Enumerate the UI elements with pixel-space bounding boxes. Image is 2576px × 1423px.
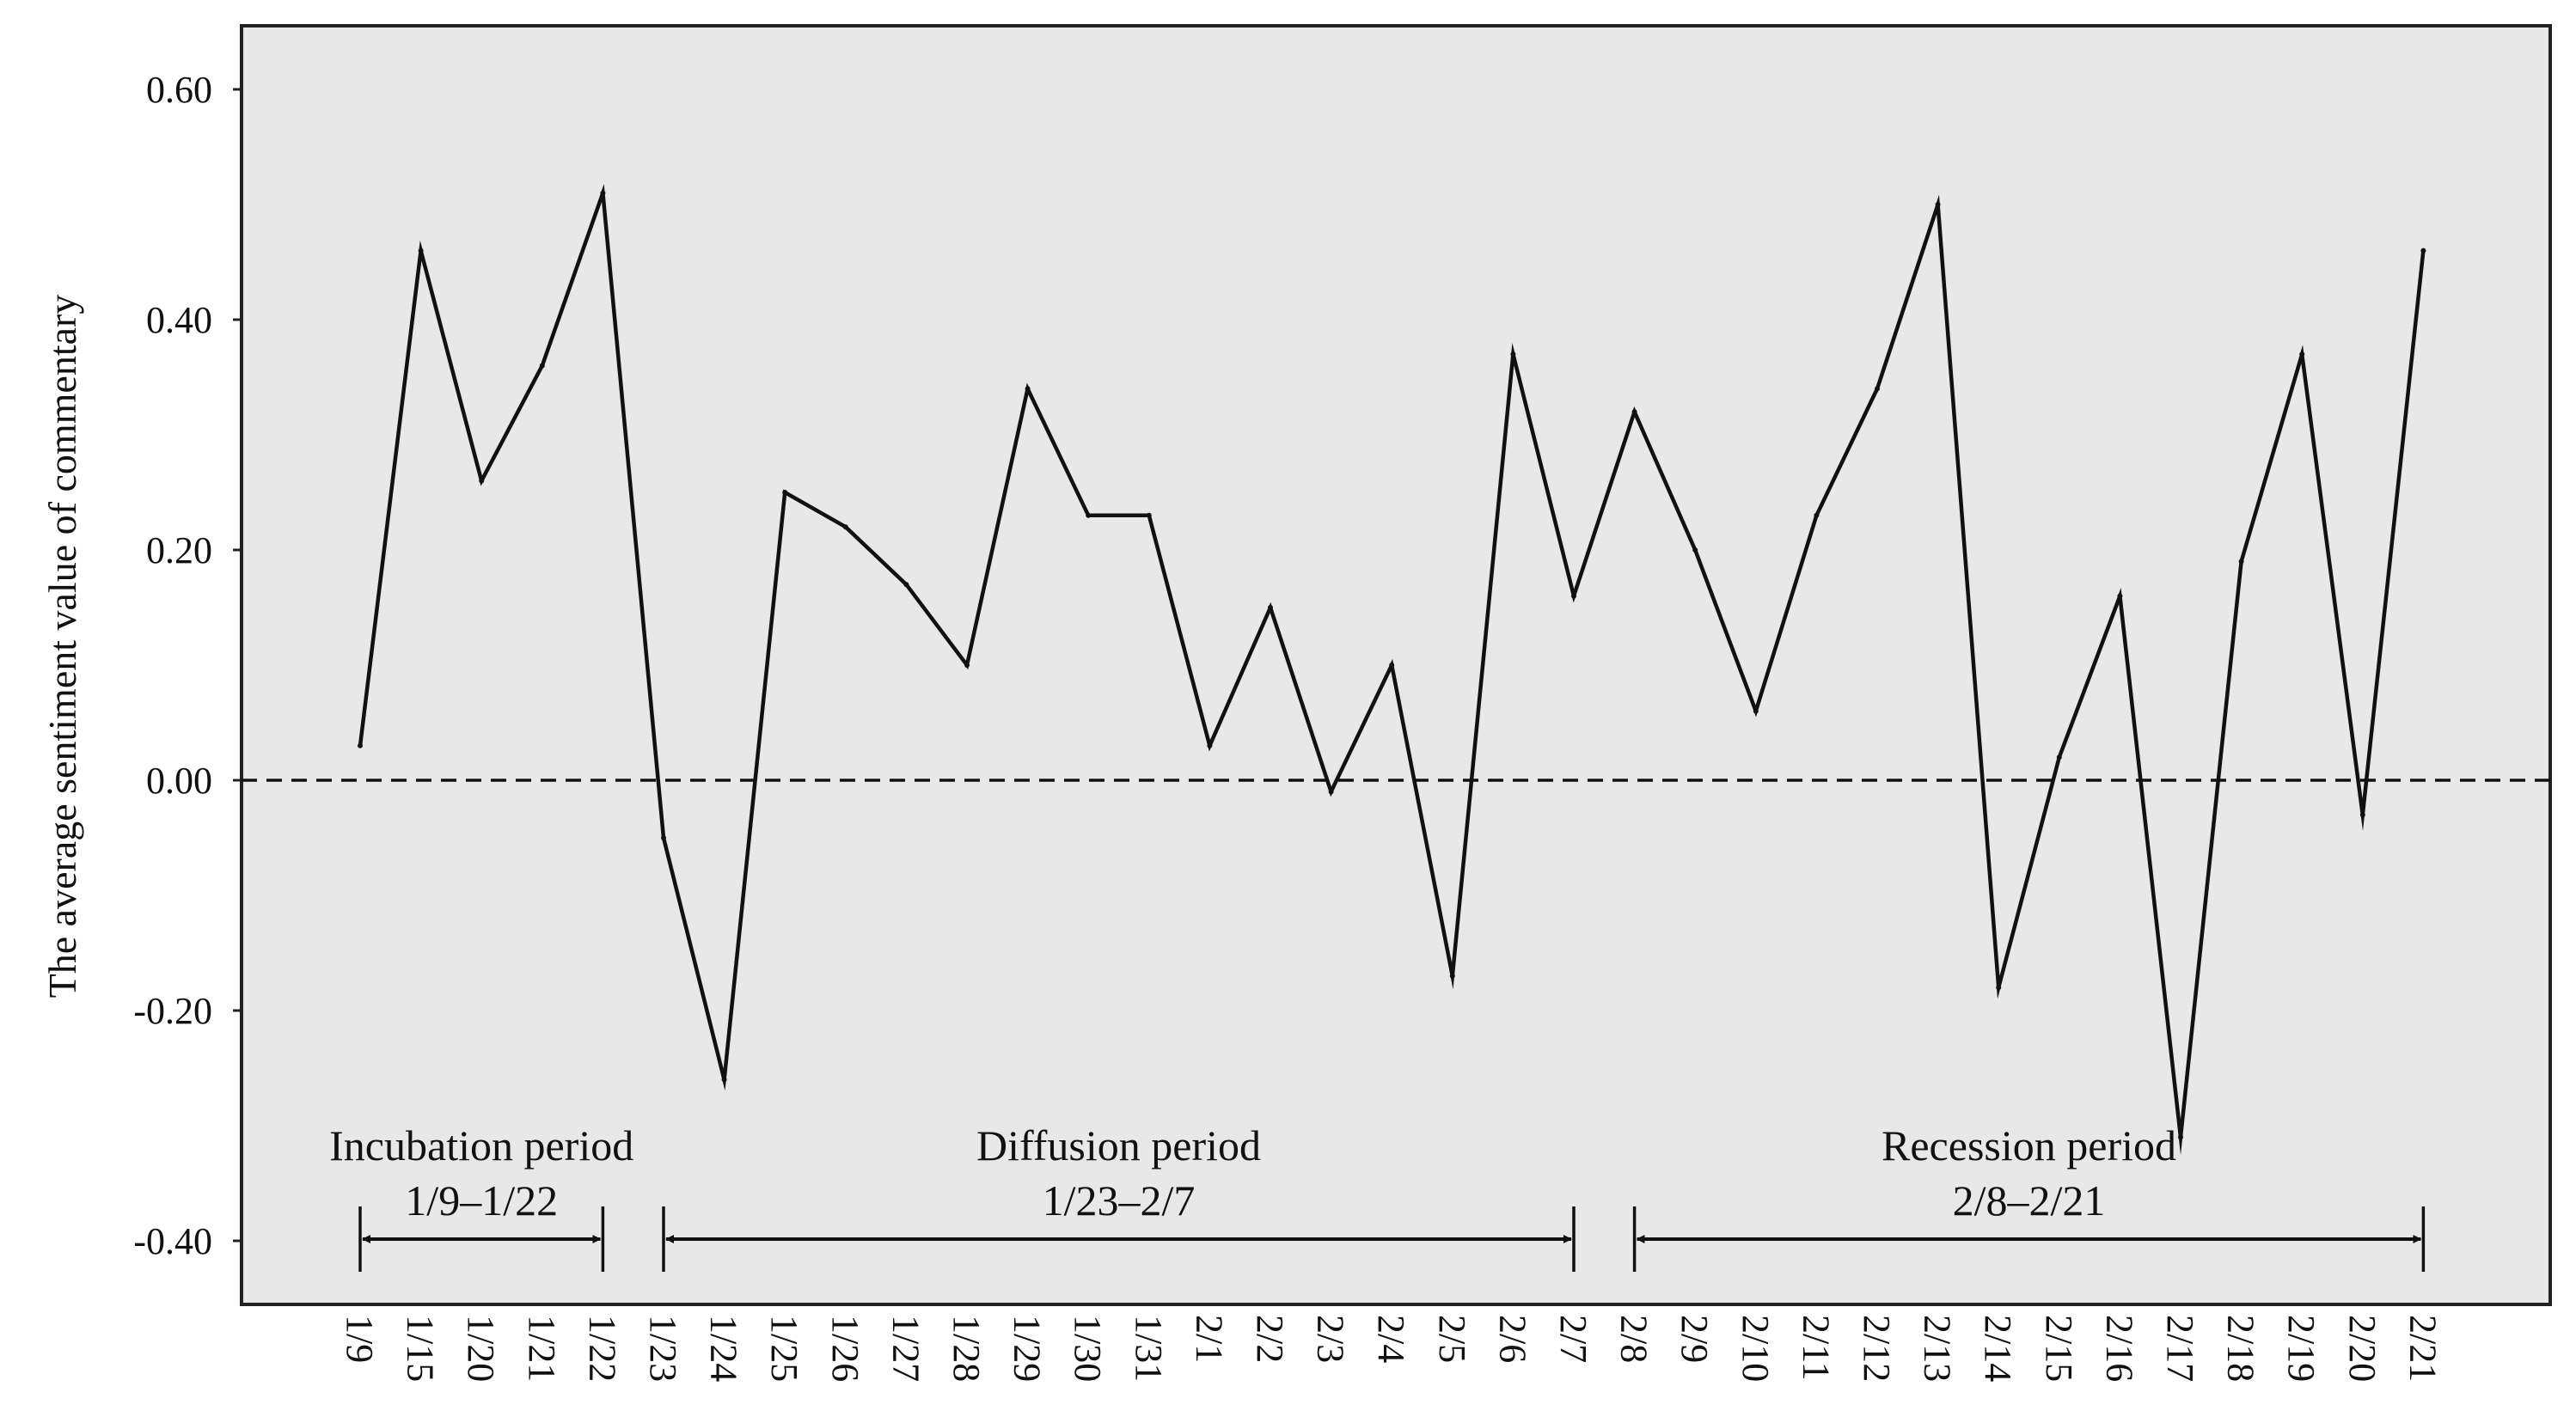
- x-tick-label: 1/30: [1067, 1315, 1109, 1382]
- x-tick-label: 2/6: [1491, 1315, 1533, 1363]
- x-tick-label: 2/9: [1673, 1315, 1716, 1363]
- data-point: [782, 490, 788, 495]
- x-tick-label: 2/1: [1188, 1315, 1230, 1363]
- data-point: [1571, 593, 1576, 599]
- data-point: [964, 663, 970, 668]
- period-name: Incubation period: [329, 1121, 633, 1170]
- data-point: [661, 835, 666, 840]
- x-tick-label: 2/17: [2159, 1315, 2201, 1382]
- x-tick-label: 2/13: [1917, 1315, 1959, 1382]
- period-name: Recession period: [1882, 1121, 2176, 1170]
- x-tick-label: 1/23: [642, 1315, 684, 1382]
- y-tick-label: 0.20: [146, 529, 212, 571]
- x-tick-label: 2/19: [2280, 1315, 2322, 1382]
- x-tick-label: 1/29: [1007, 1315, 1049, 1382]
- x-tick-label: 2/5: [1431, 1315, 1473, 1363]
- y-tick-label: 0.60: [146, 69, 212, 111]
- y-tick-label: 0.00: [146, 760, 212, 802]
- x-tick-label: 1/21: [521, 1315, 563, 1382]
- data-point: [2359, 812, 2365, 818]
- x-tick-label: 2/2: [1249, 1315, 1291, 1363]
- x-tick-label: 2/12: [1856, 1315, 1898, 1382]
- x-tick-label: 1/26: [824, 1315, 866, 1382]
- data-point: [418, 247, 424, 253]
- data-point: [1631, 409, 1637, 415]
- period-range: 1/9–1/22: [405, 1176, 558, 1225]
- x-tick-label: 2/7: [1552, 1315, 1594, 1363]
- data-point: [539, 363, 545, 369]
- period-range: 2/8–2/21: [1953, 1176, 2106, 1225]
- data-point: [721, 1077, 727, 1083]
- data-point: [1875, 386, 1880, 392]
- data-point: [1207, 742, 1213, 748]
- x-tick-label: 2/16: [2098, 1315, 2140, 1382]
- x-tick-label: 2/8: [1613, 1315, 1655, 1363]
- data-point: [1935, 202, 1941, 207]
- data-point: [2117, 593, 2123, 599]
- x-tick-label: 2/14: [1977, 1315, 2019, 1382]
- x-tick-label: 1/25: [763, 1315, 805, 1382]
- data-point: [2420, 247, 2426, 253]
- data-point: [1814, 512, 1820, 518]
- x-tick-label: 2/20: [2341, 1315, 2383, 1382]
- data-point: [2299, 351, 2305, 357]
- x-tick-label: 1/27: [884, 1315, 927, 1382]
- x-tick-label: 2/10: [1735, 1315, 1777, 1382]
- y-tick-label: -0.40: [133, 1220, 212, 1262]
- x-tick-label: 1/9: [339, 1315, 381, 1363]
- data-point: [358, 742, 363, 748]
- x-tick-label: 1/20: [460, 1315, 502, 1382]
- data-point: [903, 582, 909, 588]
- x-tick-label: 1/15: [400, 1315, 442, 1382]
- x-tick-label: 1/22: [581, 1315, 623, 1382]
- x-tick-label: 1/24: [703, 1315, 745, 1382]
- x-tick-label: 2/4: [1370, 1315, 1412, 1363]
- data-point: [842, 524, 848, 530]
- x-tick-label: 2/11: [1795, 1315, 1837, 1381]
- data-point: [1389, 663, 1395, 668]
- data-point: [1328, 789, 1334, 795]
- data-point: [1996, 985, 2002, 991]
- data-point: [1692, 547, 1698, 553]
- x-tick-label: 2/18: [2220, 1315, 2262, 1382]
- x-tick-label: 2/3: [1310, 1315, 1352, 1363]
- x-tick-label: 1/31: [1128, 1315, 1170, 1382]
- data-point: [2056, 754, 2062, 760]
- data-point: [1086, 512, 1092, 518]
- data-point: [1510, 351, 1516, 357]
- y-tick-label: -0.20: [133, 990, 212, 1032]
- data-point: [600, 190, 606, 196]
- data-point: [1753, 708, 1759, 714]
- data-point: [1449, 973, 1455, 979]
- data-point: [2238, 559, 2244, 565]
- y-tick-label: 0.40: [146, 299, 212, 341]
- data-point: [1146, 512, 1152, 518]
- data-point: [479, 478, 485, 484]
- plot-area: [240, 24, 2552, 1306]
- x-tick-label: 2/15: [2038, 1315, 2080, 1382]
- x-tick-label: 2/21: [2402, 1315, 2444, 1382]
- x-tick-label: 1/28: [945, 1315, 988, 1382]
- period-name: Diffusion period: [976, 1121, 1261, 1170]
- y-axis-title: The average sentiment value of commentar…: [40, 295, 84, 999]
- period-range: 1/23–2/7: [1043, 1176, 1196, 1225]
- data-point: [1268, 605, 1273, 610]
- data-point: [1025, 386, 1031, 392]
- data-point: [2178, 1134, 2183, 1140]
